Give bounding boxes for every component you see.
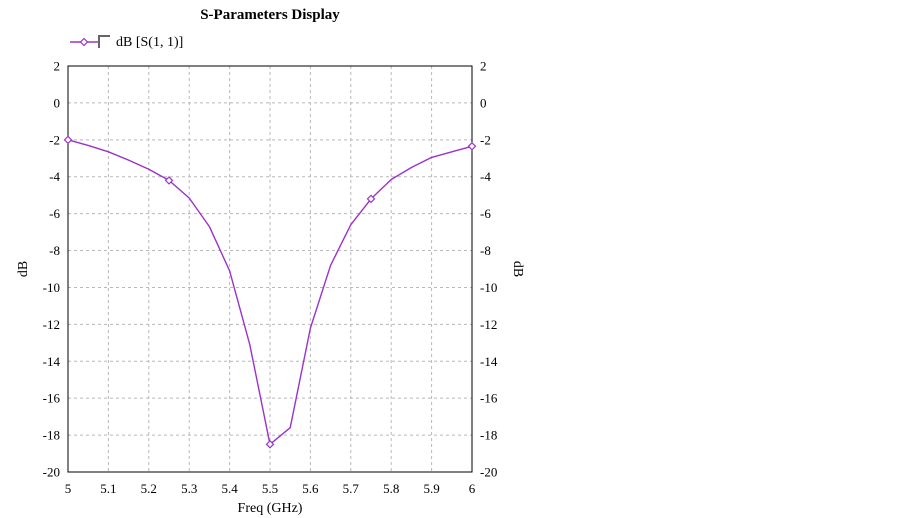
x-tick-label: 5.8 — [383, 481, 399, 496]
x-tick-label: 5 — [65, 481, 72, 496]
data-point-marker — [366, 194, 376, 204]
y-tick-label-left: 0 — [54, 95, 61, 110]
y-tick-label-right: -4 — [480, 169, 491, 184]
y-tick-label-right: -10 — [480, 280, 497, 295]
y-tick-label-left: -4 — [49, 169, 60, 184]
y-tick-label-left: 2 — [54, 59, 61, 74]
plot-frame — [67, 65, 473, 473]
y-tick-label-right: -18 — [480, 428, 497, 443]
y-tick-label-right: -20 — [480, 465, 497, 480]
data-point-marker — [265, 439, 275, 449]
y-axis-right-ticks: 2 0 -2 -4 -6 -8 -10 -12 -14 -16 -18 -20 — [480, 59, 498, 480]
legend-checkbox-icon — [98, 35, 110, 48]
y-tick-label-left: -2 — [49, 132, 60, 147]
x-tick-label: 5.6 — [302, 481, 319, 496]
x-tick-label: 5.5 — [262, 481, 278, 496]
x-tick-label: 5.4 — [221, 481, 238, 496]
legend-swatch — [70, 35, 110, 48]
y-tick-label-right: -6 — [480, 206, 491, 221]
y-axis-left-label: dB — [16, 261, 31, 277]
legend-label: dB [S(1, 1)] — [116, 35, 184, 50]
y-tick-label-left: -18 — [43, 428, 60, 443]
y-tick-label-left: -20 — [43, 465, 60, 480]
y-tick-label-right: 0 — [480, 95, 487, 110]
y-axis-left-ticks: 2 0 -2 -4 -6 -8 -10 -12 -14 -16 -18 -20 — [43, 59, 61, 480]
y-tick-label-left: -6 — [49, 206, 60, 221]
y-tick-label-left: -16 — [43, 391, 61, 406]
y-tick-label-left: -14 — [43, 354, 61, 369]
x-tick-label: 5.2 — [141, 481, 157, 496]
y-axis-right-label: dB — [510, 261, 525, 277]
x-tick-label: 5.7 — [343, 481, 360, 496]
grid — [68, 66, 472, 472]
y-tick-label-right: -16 — [480, 391, 498, 406]
plot-border — [67, 65, 473, 473]
legend-marker-icon — [79, 37, 89, 47]
data-point-marker — [467, 141, 477, 151]
x-axis-label: Freq (GHz) — [238, 501, 303, 516]
x-axis-ticks: 5 5.1 5.2 5.3 5.4 5.5 5.6 5.7 5.8 5.9 6 — [65, 481, 476, 496]
y-tick-label-left: -12 — [43, 317, 60, 332]
data-point-marker — [164, 176, 174, 185]
y-tick-label-right: -12 — [480, 317, 497, 332]
y-tick-label-right: 2 — [480, 59, 487, 74]
series-layer — [63, 135, 477, 449]
x-tick-label: 5.9 — [423, 481, 439, 496]
x-tick-label: 5.3 — [181, 481, 197, 496]
y-tick-label-right: -14 — [480, 354, 498, 369]
y-tick-label-left: -8 — [49, 243, 60, 258]
data-point-marker — [63, 135, 73, 145]
x-tick-label: 6 — [469, 481, 476, 496]
chart-title: S-Parameters Display — [200, 7, 340, 23]
y-tick-label-left: -10 — [43, 280, 60, 295]
x-tick-label: 5.1 — [100, 481, 116, 496]
y-tick-label-right: -8 — [480, 243, 491, 258]
y-tick-label-right: -2 — [480, 132, 491, 147]
